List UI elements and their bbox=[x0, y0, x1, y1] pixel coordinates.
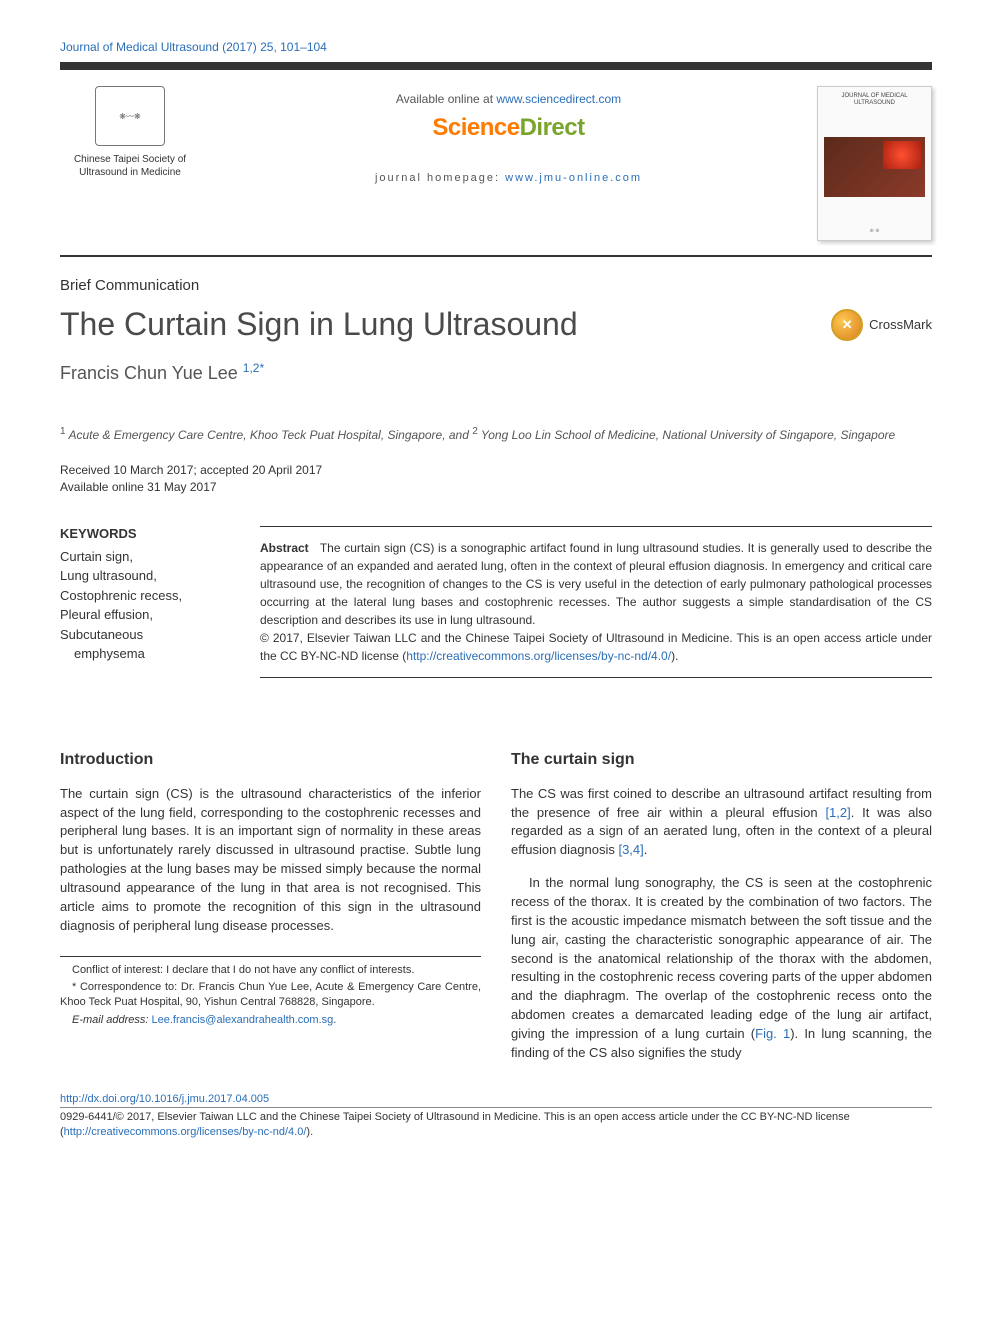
affiliations: 1 Acute & Emergency Care Centre, Khoo Te… bbox=[60, 424, 932, 444]
homepage-prefix: journal homepage: bbox=[375, 172, 505, 184]
sciencedirect-logo: ScienceDirect bbox=[432, 114, 584, 142]
footer-cc-link[interactable]: http://creativecommons.org/licenses/by-n… bbox=[64, 1126, 307, 1138]
email-label: E-mail address: bbox=[72, 1014, 151, 1026]
intro-paragraph: The curtain sign (CS) is the ultrasound … bbox=[60, 785, 481, 936]
abstract-body: The curtain sign (CS) is a sonographic a… bbox=[260, 541, 932, 627]
aff-text-1: Acute & Emergency Care Centre, Khoo Teck… bbox=[66, 428, 473, 442]
article-title: The Curtain Sign in Lung Ultrasound bbox=[60, 306, 578, 343]
society-name: Chinese Taipei Society of Ultrasound in … bbox=[60, 154, 200, 179]
correspondence: * Correspondence to: Dr. Francis Chun Yu… bbox=[60, 980, 481, 1011]
author-line: Francis Chun Yue Lee 1,2* bbox=[60, 361, 932, 384]
author-affil-sup: 1,2* bbox=[243, 361, 264, 375]
keyword-item: Pleural effusion, bbox=[60, 605, 230, 625]
header-divider bbox=[60, 255, 932, 257]
crossmark-label: CrossMark bbox=[869, 317, 932, 332]
reference-link-12[interactable]: [1,2] bbox=[825, 805, 850, 820]
page-footer: 0929-6441/© 2017, Elsevier Taiwan LLC an… bbox=[60, 1107, 932, 1141]
right-column: The curtain sign The CS was first coined… bbox=[511, 748, 932, 1063]
keyword-item: Lung ultrasound, bbox=[60, 566, 230, 586]
homepage-link[interactable]: www.jmu-online.com bbox=[505, 172, 642, 184]
footer-copyright-b: ). bbox=[306, 1126, 313, 1138]
keyword-item: Costophrenic recess, bbox=[60, 586, 230, 606]
intro-heading: Introduction bbox=[60, 748, 481, 771]
cs-p1-c: . bbox=[644, 842, 648, 857]
cs-paragraph-1: The CS was first coined to describe an u… bbox=[511, 785, 932, 860]
dates-online: Available online 31 May 2017 bbox=[60, 479, 932, 496]
doi-link[interactable]: http://dx.doi.org/10.1016/j.jmu.2017.04.… bbox=[60, 1093, 932, 1105]
reference-link-34[interactable]: [3,4] bbox=[618, 842, 643, 857]
keywords-heading: KEYWORDS bbox=[60, 526, 230, 541]
sd-science: Science bbox=[432, 114, 519, 141]
figure-link-1[interactable]: Fig. 1 bbox=[755, 1026, 790, 1041]
masthead: ❋〰❋ Chinese Taipei Society of Ultrasound… bbox=[60, 86, 932, 241]
keyword-item-indent: emphysema bbox=[60, 644, 230, 664]
author-name: Francis Chun Yue Lee bbox=[60, 363, 243, 383]
society-logo-icon: ❋〰❋ bbox=[95, 86, 165, 146]
cs-p2-a: In the normal lung sonography, the CS is… bbox=[511, 875, 932, 1041]
journal-citation: Journal of Medical Ultrasound (2017) 25,… bbox=[60, 40, 932, 54]
email-end: . bbox=[333, 1014, 336, 1026]
article-dates: Received 10 March 2017; accepted 20 Apri… bbox=[60, 462, 932, 496]
center-header: Available online at www.sciencedirect.co… bbox=[218, 86, 799, 184]
homepage-line: journal homepage: www.jmu-online.com bbox=[218, 172, 799, 184]
abstract-block: Abstract The curtain sign (CS) is a sono… bbox=[260, 526, 932, 678]
cover-image-icon bbox=[824, 137, 925, 197]
available-online: Available online at www.sciencedirect.co… bbox=[218, 92, 799, 106]
aff-text-2: Yong Loo Lin School of Medicine, Nationa… bbox=[478, 428, 895, 442]
keyword-item: Curtain sign, bbox=[60, 547, 230, 567]
cc-license-link[interactable]: http://creativecommons.org/licenses/by-n… bbox=[406, 649, 671, 663]
crossmark-badge[interactable]: CrossMark bbox=[831, 309, 932, 341]
footnotes: Conflict of interest: I declare that I d… bbox=[60, 956, 481, 1029]
crossmark-icon bbox=[831, 309, 863, 341]
keywords-list: Curtain sign, Lung ultrasound, Costophre… bbox=[60, 547, 230, 664]
article-type: Brief Communication bbox=[60, 277, 932, 294]
keyword-item: Subcutaneous bbox=[60, 625, 230, 645]
abstract-copyright-end: ). bbox=[671, 649, 678, 663]
sciencedirect-link[interactable]: www.sciencedirect.com bbox=[496, 92, 621, 106]
email-line: E-mail address: Lee.francis@alexandrahea… bbox=[60, 1013, 481, 1028]
cover-title: JOURNAL OF MEDICAL ULTRASOUND bbox=[824, 93, 925, 106]
dates-received: Received 10 March 2017; accepted 20 Apri… bbox=[60, 462, 932, 479]
abstract-label: Abstract bbox=[260, 541, 309, 555]
left-column: Introduction The curtain sign (CS) is th… bbox=[60, 748, 481, 1063]
curtain-sign-heading: The curtain sign bbox=[511, 748, 932, 771]
cover-foot: ⊕ ⊕ bbox=[824, 228, 925, 234]
society-block: ❋〰❋ Chinese Taipei Society of Ultrasound… bbox=[60, 86, 200, 179]
cs-paragraph-2: In the normal lung sonography, the CS is… bbox=[511, 874, 932, 1062]
top-divider bbox=[60, 62, 932, 70]
author-email-link[interactable]: Lee.francis@alexandrahealth.com.sg bbox=[151, 1014, 333, 1026]
conflict-of-interest: Conflict of interest: I declare that I d… bbox=[60, 963, 481, 978]
available-prefix: Available online at bbox=[396, 92, 497, 106]
article-body: Introduction The curtain sign (CS) is th… bbox=[60, 748, 932, 1063]
keywords-block: KEYWORDS Curtain sign, Lung ultrasound, … bbox=[60, 526, 230, 678]
journal-cover-thumbnail: JOURNAL OF MEDICAL ULTRASOUND ⊕ ⊕ bbox=[817, 86, 932, 241]
sd-direct: Direct bbox=[520, 114, 585, 141]
